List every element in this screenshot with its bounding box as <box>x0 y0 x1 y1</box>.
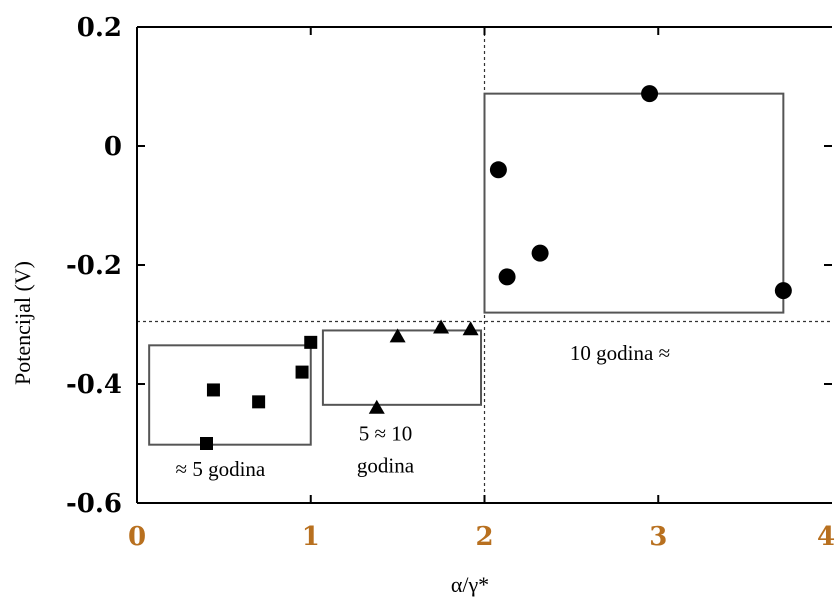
circle-marker <box>774 282 792 300</box>
y-tick-label: 0.2 <box>77 13 122 43</box>
square-marker <box>200 437 213 450</box>
square-marker <box>206 383 220 397</box>
x-tick-label: 4 <box>817 522 835 552</box>
x-axis: 0 1 2 3 4 <box>128 27 835 552</box>
x-axis-label: α/γ* <box>451 572 489 597</box>
group-boxes <box>148 92 785 446</box>
x-tick-label: 3 <box>649 522 667 552</box>
group-label-2: 5 ≈ 10 <box>359 422 413 446</box>
group-box-1 <box>148 344 312 446</box>
circle-marker <box>531 244 549 262</box>
group-box-3 <box>483 92 785 314</box>
y-tick-label: -0.2 <box>66 251 122 281</box>
triangle-marker <box>389 328 406 343</box>
y-tick-label: -0.4 <box>66 370 122 400</box>
data-markers <box>200 85 792 450</box>
triangle-marker <box>368 399 385 414</box>
group-label-2: godina <box>357 454 415 478</box>
y-tick-label: 0 <box>104 132 122 162</box>
group-label-3: 10 godina ≈ <box>570 341 670 365</box>
triangle-marker <box>462 321 479 336</box>
square-marker <box>304 335 318 349</box>
x-tick-label: 1 <box>302 522 320 552</box>
x-tick-label: 0 <box>128 522 146 552</box>
group-labels: ≈ 5 godina 5 ≈ 10 godina 10 godina ≈ <box>176 341 671 481</box>
square-marker <box>295 365 309 379</box>
group-box-2 <box>321 329 483 406</box>
circle-marker <box>489 161 507 179</box>
y-axis: 0.2 0 -0.2 -0.4 -0.6 <box>66 13 832 519</box>
y-tick-label: -0.6 <box>66 489 122 519</box>
x-tick-label: 2 <box>475 522 493 552</box>
circle-marker <box>641 85 659 103</box>
circle-marker <box>498 268 516 286</box>
triangle-marker <box>433 319 450 334</box>
group-label-1: ≈ 5 godina <box>176 457 266 481</box>
square-marker <box>252 395 266 409</box>
y-axis-label: Potencijal (V) <box>10 261 35 385</box>
